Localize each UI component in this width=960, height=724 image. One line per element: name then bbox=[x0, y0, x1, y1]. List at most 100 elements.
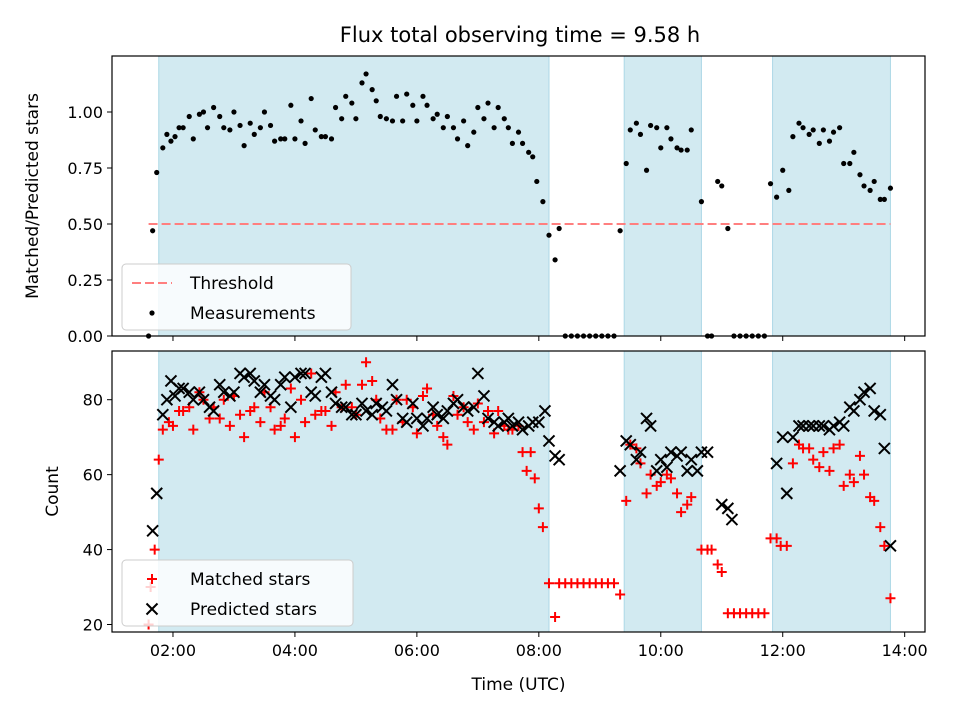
data-point bbox=[516, 423, 529, 436]
axes-frame bbox=[111, 55, 926, 337]
data-point bbox=[537, 522, 548, 533]
data-point bbox=[529, 473, 540, 484]
y-tick-label: 0.25 bbox=[67, 271, 103, 290]
data-point bbox=[781, 540, 792, 551]
data-point bbox=[826, 138, 833, 144]
data-point bbox=[634, 445, 647, 459]
data-point bbox=[509, 140, 516, 146]
data-point bbox=[624, 438, 637, 451]
data-point bbox=[538, 404, 552, 418]
data-point bbox=[664, 445, 678, 459]
legend-marker bbox=[147, 574, 157, 584]
data-point bbox=[871, 178, 877, 185]
data-point bbox=[532, 415, 546, 429]
data-point bbox=[244, 367, 257, 380]
data-point bbox=[221, 125, 227, 131]
data-point bbox=[501, 116, 507, 122]
data-point bbox=[678, 147, 684, 153]
data-point bbox=[776, 430, 789, 444]
legend: Matched stars Predicted stars bbox=[121, 559, 354, 627]
data-point bbox=[867, 404, 881, 418]
data-point bbox=[284, 400, 298, 414]
data-point bbox=[176, 382, 190, 395]
data-point bbox=[300, 417, 311, 428]
data-point bbox=[530, 154, 536, 160]
shaded-interval-3 bbox=[772, 350, 891, 633]
data-point bbox=[716, 567, 727, 578]
y-tick-label: 40 bbox=[83, 541, 103, 560]
data-point bbox=[774, 194, 780, 200]
data-point bbox=[275, 420, 286, 431]
data-point bbox=[790, 134, 796, 140]
y-tick-label: 60 bbox=[83, 466, 103, 485]
legend: Threshold Measurements bbox=[121, 263, 352, 331]
data-point bbox=[310, 409, 321, 420]
data-point bbox=[254, 386, 267, 399]
data-point bbox=[493, 405, 504, 416]
data-point bbox=[816, 140, 822, 146]
data-point bbox=[682, 499, 693, 510]
data-point bbox=[814, 462, 825, 473]
data-point bbox=[887, 185, 894, 191]
data-point bbox=[329, 397, 342, 410]
data-point bbox=[241, 143, 247, 149]
data-point bbox=[318, 134, 324, 140]
data-point bbox=[712, 559, 723, 570]
data-point bbox=[483, 405, 494, 416]
data-point bbox=[691, 464, 704, 478]
data-point bbox=[183, 386, 196, 399]
data-point bbox=[196, 111, 202, 117]
data-point bbox=[633, 120, 639, 126]
data-point bbox=[525, 447, 536, 458]
data-point bbox=[859, 469, 870, 480]
x-tick-label: 08:00 bbox=[516, 641, 562, 660]
data-point bbox=[167, 420, 178, 431]
data-point bbox=[468, 424, 479, 435]
data-point bbox=[627, 127, 633, 133]
data-point bbox=[780, 167, 786, 173]
data-point bbox=[247, 120, 253, 126]
chart-title: Flux total observing time = 9.58 h bbox=[340, 23, 700, 47]
data-point bbox=[450, 125, 457, 131]
data-point bbox=[380, 404, 393, 418]
data-point bbox=[160, 145, 166, 151]
data-point bbox=[442, 439, 453, 450]
data-point bbox=[322, 134, 329, 140]
data-point bbox=[506, 419, 519, 433]
data-point bbox=[546, 232, 552, 238]
data-point bbox=[688, 127, 694, 133]
data-point bbox=[306, 368, 317, 379]
data-point bbox=[298, 367, 312, 380]
data-point bbox=[444, 113, 450, 120]
shaded-interval-2 bbox=[623, 350, 702, 633]
data-point bbox=[719, 183, 725, 189]
data-point bbox=[834, 439, 845, 450]
data-point bbox=[328, 136, 335, 142]
y-tick-label: 0.75 bbox=[67, 159, 103, 178]
data-point bbox=[288, 371, 302, 384]
data-point bbox=[411, 428, 422, 439]
data-point bbox=[227, 386, 241, 399]
y-tick-label: 0.50 bbox=[67, 215, 103, 234]
data-point bbox=[481, 412, 495, 425]
data-point bbox=[363, 71, 369, 77]
data-point bbox=[268, 393, 281, 406]
data-point bbox=[495, 104, 501, 111]
data-point bbox=[847, 404, 861, 418]
y-axis-label: Count bbox=[43, 466, 63, 517]
data-point bbox=[367, 375, 378, 386]
data-point bbox=[874, 408, 887, 421]
data-point bbox=[684, 147, 690, 153]
shaded-interval-2 bbox=[623, 55, 702, 337]
data-point bbox=[674, 445, 688, 459]
data-point bbox=[285, 383, 296, 394]
data-point bbox=[491, 125, 497, 131]
data-point bbox=[830, 129, 837, 135]
data-point bbox=[430, 408, 444, 421]
data-point bbox=[485, 100, 491, 106]
data-point bbox=[172, 382, 186, 395]
data-point bbox=[637, 131, 644, 137]
data-point bbox=[146, 524, 159, 538]
data-point bbox=[349, 100, 355, 106]
data-point bbox=[771, 533, 782, 544]
